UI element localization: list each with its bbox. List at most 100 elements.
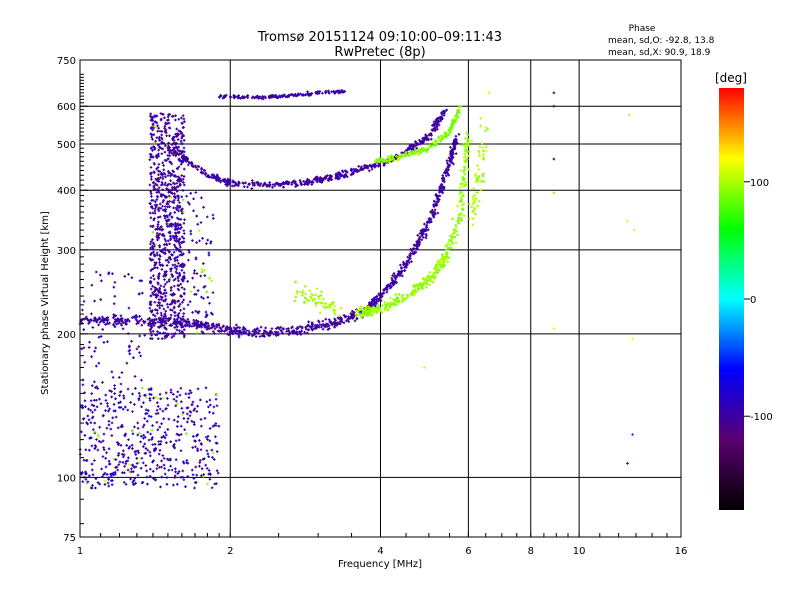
data-point bbox=[116, 426, 120, 430]
data-point bbox=[200, 467, 204, 471]
data-point bbox=[157, 209, 161, 213]
data-point bbox=[215, 404, 219, 408]
data-point bbox=[179, 387, 183, 390]
data-point bbox=[160, 250, 163, 253]
data-point bbox=[345, 319, 348, 322]
data-point bbox=[122, 449, 125, 453]
y-tick-label: 750 bbox=[57, 56, 76, 67]
data-point bbox=[300, 329, 303, 333]
data-point bbox=[449, 146, 452, 149]
data-point bbox=[211, 291, 215, 294]
data-point bbox=[146, 430, 150, 434]
data-point bbox=[166, 202, 170, 206]
data-point bbox=[400, 267, 403, 270]
data-point bbox=[196, 331, 199, 334]
data-point bbox=[176, 248, 180, 251]
data-point bbox=[133, 403, 136, 406]
data-point bbox=[153, 253, 156, 257]
data-point bbox=[173, 326, 177, 329]
data-point bbox=[158, 301, 162, 305]
data-point bbox=[407, 261, 411, 265]
data-point bbox=[172, 305, 176, 309]
data-point bbox=[186, 475, 190, 478]
data-point bbox=[180, 226, 183, 229]
data-point bbox=[184, 392, 188, 396]
data-point bbox=[410, 260, 413, 263]
data-point bbox=[169, 289, 173, 292]
data-point bbox=[113, 325, 117, 329]
data-point bbox=[174, 151, 177, 154]
data-point bbox=[90, 355, 93, 358]
data-point bbox=[160, 422, 163, 426]
data-point bbox=[176, 185, 180, 189]
data-point bbox=[94, 486, 97, 490]
data-point bbox=[138, 394, 142, 398]
data-point bbox=[98, 397, 101, 401]
data-point bbox=[145, 419, 149, 423]
data-point bbox=[251, 333, 255, 337]
data-point bbox=[163, 321, 167, 325]
data-point bbox=[106, 402, 109, 405]
data-point bbox=[166, 157, 170, 161]
data-point bbox=[187, 258, 190, 262]
data-point bbox=[177, 145, 180, 149]
data-point bbox=[106, 319, 109, 322]
data-point bbox=[158, 287, 162, 291]
data-point bbox=[181, 476, 185, 479]
data-point bbox=[165, 441, 168, 444]
data-point bbox=[187, 392, 191, 396]
data-point bbox=[185, 194, 188, 198]
data-point bbox=[91, 484, 94, 487]
data-point bbox=[236, 325, 240, 329]
data-point bbox=[205, 290, 209, 294]
data-point bbox=[90, 283, 94, 287]
data-point bbox=[171, 299, 175, 302]
data-point bbox=[173, 239, 177, 242]
data-point bbox=[351, 309, 354, 313]
data-point bbox=[148, 450, 152, 454]
data-point bbox=[151, 322, 155, 325]
data-point bbox=[81, 480, 85, 483]
data-point bbox=[413, 243, 416, 247]
data-point bbox=[159, 207, 163, 210]
phase-info-x-line: mean, sd,X: 90.9, 18.9 bbox=[608, 48, 711, 58]
data-point bbox=[156, 428, 160, 432]
data-point bbox=[173, 317, 176, 321]
data-point bbox=[410, 249, 414, 253]
data-point bbox=[113, 387, 116, 391]
data-point bbox=[149, 387, 153, 390]
data-point bbox=[173, 182, 176, 186]
data-point bbox=[162, 291, 166, 295]
data-point bbox=[179, 245, 182, 249]
data-point bbox=[183, 232, 186, 235]
data-point bbox=[85, 481, 88, 485]
data-point bbox=[175, 271, 179, 275]
colorbar bbox=[719, 88, 744, 510]
data-point bbox=[83, 434, 87, 437]
data-point bbox=[176, 148, 180, 152]
data-point bbox=[165, 195, 169, 199]
data-point bbox=[181, 207, 184, 211]
data-point bbox=[211, 456, 214, 459]
data-point bbox=[151, 329, 155, 333]
data-point bbox=[196, 404, 199, 408]
data-point bbox=[421, 236, 425, 239]
data-point bbox=[137, 345, 141, 348]
data-point bbox=[149, 240, 153, 243]
data-point bbox=[117, 454, 120, 457]
data-point bbox=[200, 267, 204, 271]
data-point bbox=[155, 253, 159, 257]
data-point bbox=[183, 428, 186, 431]
data-point bbox=[201, 331, 205, 335]
data-point bbox=[139, 466, 143, 470]
data-point bbox=[118, 406, 121, 409]
data-point bbox=[93, 408, 97, 412]
data-point bbox=[171, 137, 174, 140]
data-point bbox=[116, 322, 120, 325]
data-point bbox=[273, 330, 277, 334]
data-point bbox=[161, 173, 164, 176]
data-point bbox=[199, 320, 203, 324]
data-point bbox=[176, 317, 179, 321]
data-point bbox=[81, 308, 84, 312]
data-point bbox=[225, 325, 229, 328]
